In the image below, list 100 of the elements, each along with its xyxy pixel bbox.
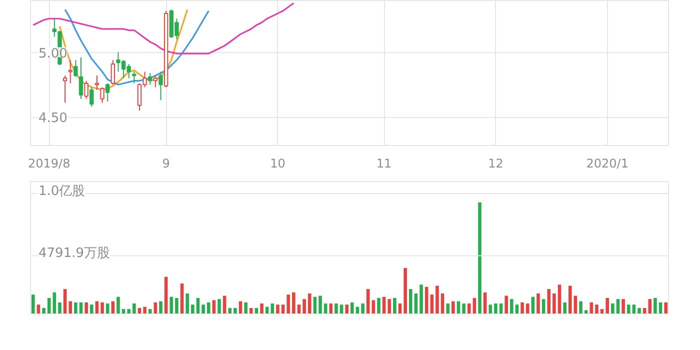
- bar: [292, 292, 296, 314]
- bar: [202, 304, 205, 314]
- x-tick-label: 9: [162, 156, 170, 170]
- bar: [286, 294, 290, 314]
- bar: [79, 302, 83, 314]
- bar: [467, 304, 471, 314]
- bar: [180, 284, 184, 314]
- bar: [404, 268, 407, 314]
- bar: [42, 308, 46, 314]
- bar: [393, 298, 396, 314]
- bar: [483, 292, 487, 314]
- bar: [388, 299, 392, 314]
- bar: [143, 306, 146, 314]
- bar: [228, 308, 232, 314]
- bar: [558, 284, 562, 314]
- bar: [414, 294, 418, 314]
- bar: [74, 302, 78, 314]
- bar: [148, 309, 152, 314]
- bar: [186, 294, 189, 314]
- bar: [424, 286, 428, 314]
- bar: [68, 301, 72, 314]
- bar: [382, 296, 386, 314]
- bar: [308, 294, 312, 314]
- candlestick: [158, 71, 163, 101]
- candlestick: [78, 56, 84, 100]
- bar: [313, 296, 317, 314]
- bar: [372, 300, 376, 314]
- bar: [472, 298, 476, 314]
- bar: [547, 289, 551, 314]
- bar: [218, 299, 221, 314]
- bar: [222, 296, 226, 314]
- bar: [175, 298, 178, 314]
- bar: [281, 304, 285, 314]
- bar: [611, 304, 614, 314]
- bar: [408, 289, 412, 314]
- bar: [510, 299, 514, 314]
- bar: [90, 304, 94, 314]
- x-tick-label: 2019/8: [28, 156, 70, 170]
- bar: [622, 299, 625, 314]
- bar: [32, 294, 35, 314]
- bar: [249, 308, 253, 314]
- bar: [590, 302, 594, 314]
- bar: [568, 286, 572, 314]
- bar: [478, 202, 482, 314]
- bar: [63, 289, 67, 314]
- bar: [206, 302, 210, 314]
- ref-line-label: 1.0亿股: [38, 184, 86, 199]
- bar: [606, 298, 610, 314]
- bar: [595, 304, 598, 314]
- bar: [536, 294, 540, 314]
- bar: [499, 304, 503, 314]
- bar: [329, 304, 333, 314]
- bar: [302, 299, 306, 314]
- candlestick: [105, 82, 110, 102]
- y-tick-label: 4.50: [38, 111, 68, 126]
- bar: [334, 304, 338, 314]
- bar: [270, 304, 274, 314]
- candlestick: [110, 60, 116, 86]
- bar: [462, 304, 466, 314]
- bar: [260, 304, 264, 314]
- bar: [488, 304, 492, 314]
- bar: [526, 304, 530, 314]
- bar: [563, 302, 566, 314]
- bar: [254, 308, 258, 314]
- bar: [616, 299, 620, 314]
- y-tick-label: 5.00: [38, 46, 68, 62]
- bar: [638, 308, 641, 314]
- bar: [520, 302, 524, 314]
- bar: [196, 298, 200, 314]
- x-tick-label: 12: [488, 156, 504, 170]
- bar: [84, 302, 88, 314]
- bar: [552, 294, 556, 314]
- candlestick: [62, 75, 68, 104]
- bar: [212, 300, 216, 314]
- candlestick: [153, 75, 158, 88]
- bar: [574, 296, 578, 314]
- bar: [318, 296, 322, 314]
- candlestick: [100, 86, 104, 104]
- bar: [340, 304, 344, 314]
- bar: [324, 304, 328, 314]
- candlestick: [68, 60, 72, 84]
- candlestick: [132, 71, 136, 84]
- candlestick: [94, 75, 100, 90]
- bar: [297, 304, 301, 314]
- bar: [398, 304, 402, 314]
- bar: [350, 302, 354, 314]
- bar: [377, 298, 380, 314]
- x-tick-label: 11: [376, 156, 392, 170]
- x-tick-label: 10: [270, 156, 286, 170]
- bar: [244, 302, 248, 314]
- bar: [276, 304, 280, 314]
- bar: [436, 286, 439, 314]
- candlestick: [74, 60, 78, 78]
- bar: [452, 301, 455, 314]
- bar: [504, 296, 508, 314]
- bar: [100, 302, 104, 314]
- bar: [345, 304, 348, 314]
- bar: [420, 284, 423, 314]
- bar: [116, 296, 120, 314]
- bar: [440, 294, 444, 314]
